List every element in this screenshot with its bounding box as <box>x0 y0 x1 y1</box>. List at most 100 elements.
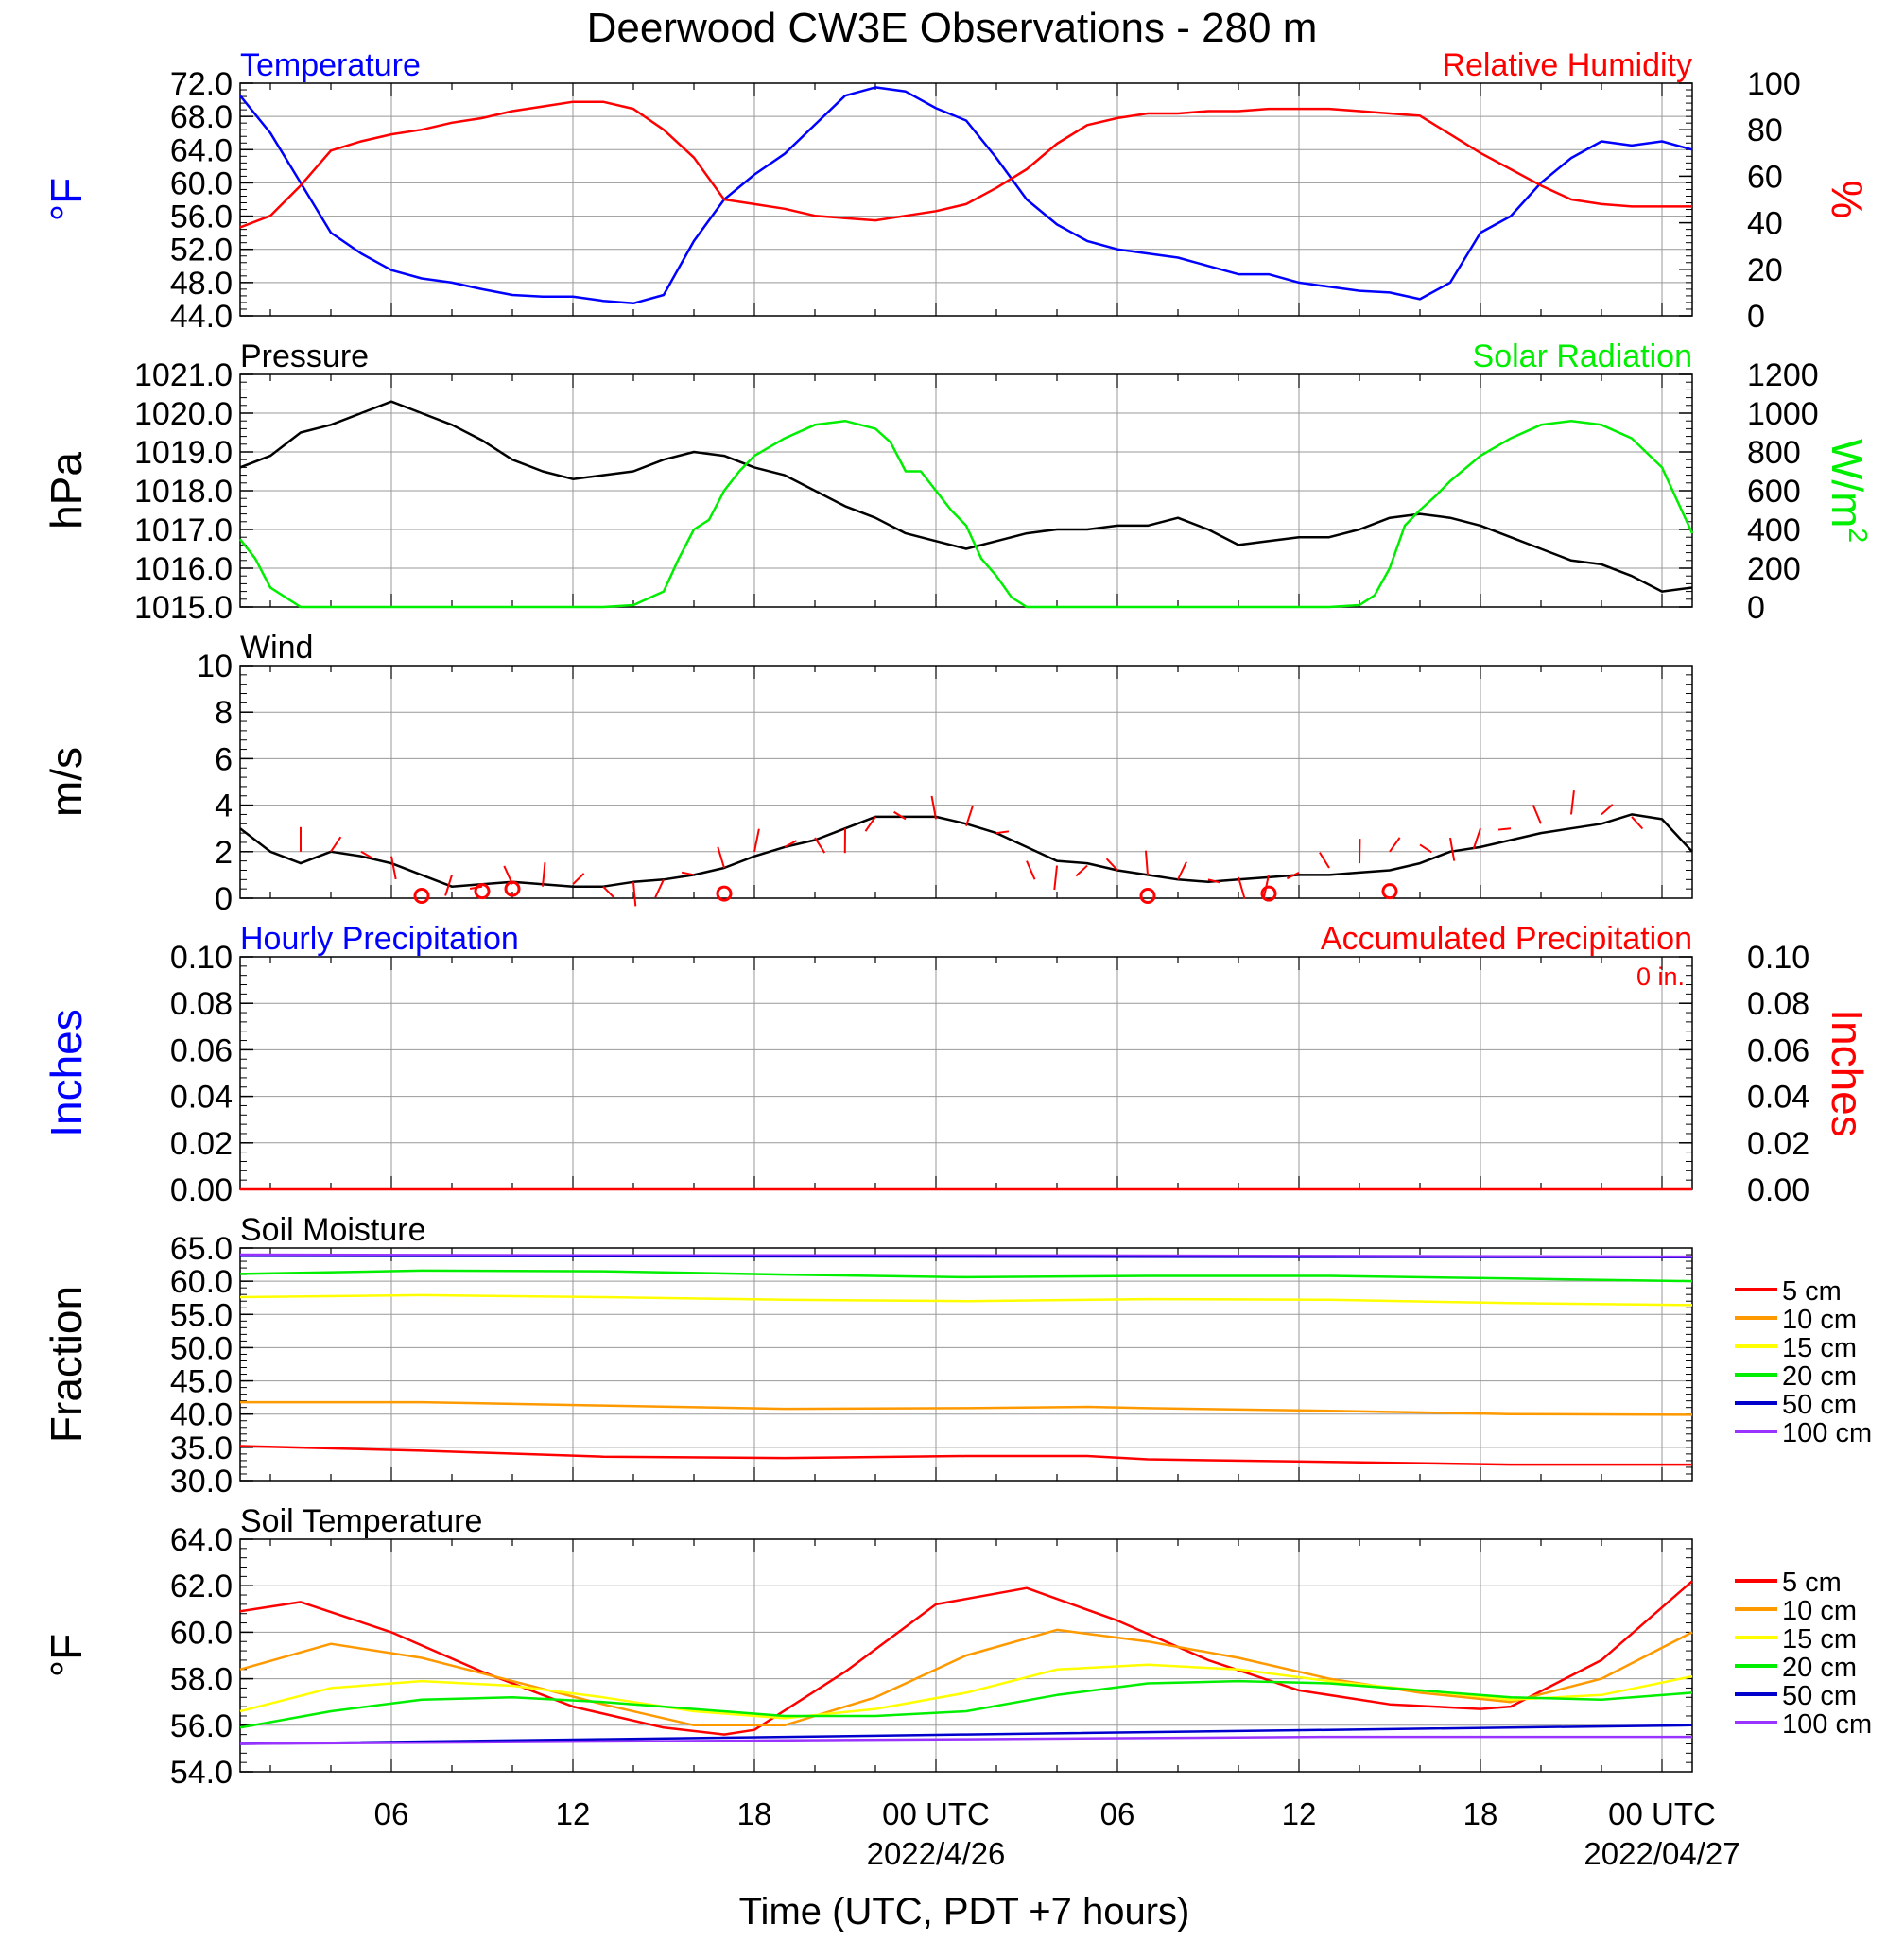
y-tick-label-left: 0.08 <box>170 986 233 1022</box>
y-tick-label-right: 0.06 <box>1747 1032 1809 1068</box>
y-tick-label-right: 0 <box>1747 299 1765 335</box>
y-tick-label-left: 64.0 <box>170 1522 233 1558</box>
y-tick-label-right: 80 <box>1747 113 1783 148</box>
y-tick-label-right: 600 <box>1747 474 1801 510</box>
y-tick-label-left: 60.0 <box>170 1615 233 1651</box>
y-tick-label-left: 60.0 <box>170 165 233 201</box>
y-axis-title-left: hPa <box>42 452 91 529</box>
y-tick-label-left: 60.0 <box>170 1264 233 1300</box>
y-tick-label-right: 40 <box>1747 206 1783 242</box>
calm-wind-marker <box>1139 888 1156 905</box>
y-axis-title-right: % <box>1823 181 1872 219</box>
y-tick-label-left: 64.0 <box>170 132 233 168</box>
panel-temp_rh: 72.068.064.060.056.052.048.044.0 100 80 60 4… <box>42 47 1872 335</box>
legend-label: 100 cm <box>1782 1418 1872 1448</box>
calm-wind-marker <box>474 883 491 900</box>
panel-frame <box>239 665 1693 899</box>
wind-barb <box>632 881 637 907</box>
panel-label-left: Pressure <box>240 338 369 374</box>
y-tick-label-right: 0.10 <box>1747 940 1809 976</box>
panel-label-left: Soil Moisture <box>240 1212 426 1248</box>
x-tick-label: 06 <box>1100 1796 1135 1831</box>
wind-barb <box>360 850 373 859</box>
y-tick-label-left: 52.0 <box>170 233 233 269</box>
wind-barb <box>1026 860 1036 880</box>
panel-pressure_solar: 1021.01020.01019.01018.01017.01016.01015… <box>42 338 1873 626</box>
panel-precip: 0.10 0.08 0.06 0.04 0.02 0.00 0.10 0.08 0.06 0.04… <box>42 921 1872 1208</box>
legend-label: 50 cm <box>1782 1390 1857 1420</box>
wind-barb <box>681 871 695 876</box>
y-tick-label-left: 1019.0 <box>134 435 233 471</box>
wind-barb <box>1472 827 1481 850</box>
wind-barb <box>1319 852 1330 869</box>
y-axis-title-left: °F <box>42 1634 91 1678</box>
series-line-50-cm <box>239 1724 1693 1745</box>
y-tick-label-left: 1018.0 <box>134 474 233 510</box>
legend-label: 5 cm <box>1782 1276 1842 1307</box>
panels-group: 72.068.064.060.056.052.048.044.010080604… <box>42 47 1873 1791</box>
legend-label: 10 cm <box>1782 1305 1857 1335</box>
y-tick-label-right: 0.04 <box>1747 1080 1809 1116</box>
wind-barb <box>864 816 876 832</box>
series-line-solar-radiation <box>239 419 1694 609</box>
x-tick-label: 00 UTC <box>1608 1796 1716 1831</box>
wind-barb <box>1144 850 1149 875</box>
wind-barb <box>1389 837 1401 853</box>
wind-barb <box>930 795 937 820</box>
wind-barb <box>1105 858 1118 872</box>
y-tick-label-right: 200 <box>1747 551 1801 587</box>
series-line-10-cm <box>240 1400 1693 1416</box>
wind-barb <box>995 830 1010 835</box>
y-tick-label-left: 30.0 <box>170 1464 233 1499</box>
series-line-5-cm <box>239 1580 1693 1736</box>
panel-soil_temp: 64.0 62.0 60.0 58.0 56.0 54.0 Soil Temperature… <box>42 1503 1872 1791</box>
series-line-pressure <box>239 400 1693 593</box>
wind-barb <box>390 856 397 880</box>
x-tick-date-label: 2022/04/27 <box>1584 1836 1740 1871</box>
panel-soil_moisture: 65.060.055.050.045.040.035.030.0 Soil Moi… <box>42 1212 1872 1499</box>
wind-barb <box>1449 837 1456 861</box>
wind-barb <box>753 828 760 852</box>
wind-barb <box>1238 876 1246 899</box>
wind-barb <box>1207 878 1221 884</box>
x-tick-label: 12 <box>1282 1796 1317 1831</box>
y-tick-label-left: 0.02 <box>170 1126 233 1162</box>
panel-label-right: Relative Humidity <box>1442 47 1692 83</box>
y-tick-label-right: 0.00 <box>1747 1172 1809 1208</box>
y-tick-label-left: 45.0 <box>170 1364 233 1400</box>
calm-wind-marker <box>1260 885 1277 902</box>
x-tick-label: 12 <box>556 1796 591 1831</box>
y-tick-label-right: 100 <box>1747 66 1801 102</box>
y-tick-label-left: 35.0 <box>170 1430 233 1466</box>
wind-barb <box>1053 865 1058 891</box>
y-tick-label-left: 0.04 <box>170 1080 233 1116</box>
panel-label-left: Hourly Precipitation <box>240 921 519 957</box>
y-axis-title-left: °F <box>42 178 91 222</box>
series-line-5-cm <box>239 1445 1692 1466</box>
wind-barb <box>1532 804 1542 824</box>
series-line-temperature <box>239 86 1693 305</box>
y-tick-label-left: 1017.0 <box>134 512 233 548</box>
wind-barb <box>965 805 975 827</box>
y-tick-label-left: 0.00 <box>170 1172 233 1208</box>
panel-label-right: Solar Radiation <box>1473 338 1692 374</box>
y-tick-label-left: 44.0 <box>170 299 233 335</box>
panel-frame <box>239 1247 1693 1482</box>
wind-barb <box>572 873 585 885</box>
x-tick-label: 18 <box>737 1796 772 1831</box>
x-tick-date-label: 2022/4/26 <box>867 1836 1006 1871</box>
series-line-20-cm <box>239 1269 1693 1283</box>
wind-barb <box>1419 843 1432 854</box>
y-tick-label-right: 60 <box>1747 159 1783 195</box>
y-tick-label-right: 0.02 <box>1747 1126 1809 1162</box>
y-axis-title-left: Fraction <box>42 1286 91 1443</box>
panel-wind: 10 8 6 4 2 0 Wind m/s <box>42 630 1693 917</box>
wind-barb <box>1497 827 1512 831</box>
series-line-100-cm <box>239 1253 1693 1258</box>
y-axis-title-right: W/m2 <box>1823 439 1873 543</box>
y-tick-label-left: 1015.0 <box>134 590 233 626</box>
panel-label-right: Accumulated Precipitation <box>1321 921 1692 957</box>
y-tick-label-left: 58.0 <box>170 1662 233 1698</box>
